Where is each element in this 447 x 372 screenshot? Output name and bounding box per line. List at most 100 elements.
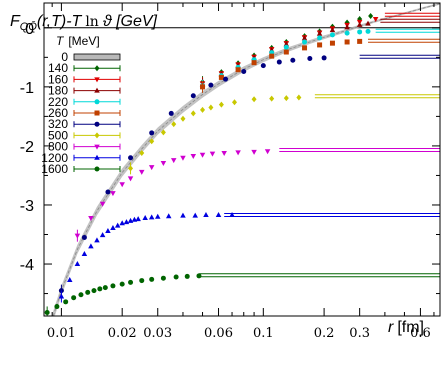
xtick-label-7: 0.6 (410, 326, 431, 341)
point-1600-12 (139, 278, 145, 284)
point-500-7 (200, 106, 206, 113)
point-320-2 (105, 189, 111, 195)
point-1600-0 (44, 309, 50, 315)
plot-area (44, 3, 440, 316)
legend-marker-220 (94, 99, 100, 105)
title-mid: (r,T)-T (37, 13, 83, 30)
title-post: ϑ [GeV] (103, 13, 158, 30)
legend-marker-140 (94, 65, 100, 72)
point-1200-3 (81, 250, 88, 256)
point-1200-9 (114, 222, 121, 228)
series-320 (58, 54, 440, 297)
legend-label-500: 500 (48, 128, 68, 142)
ytick-label-0: 0 (25, 21, 34, 38)
point-1600-4 (78, 292, 84, 298)
point-220-6 (302, 39, 308, 45)
legend-marker-1600 (94, 166, 100, 172)
xtick-label-4: 0.1 (253, 326, 274, 341)
point-320-6 (190, 93, 196, 99)
legend-swatch-0 (73, 53, 121, 61)
series-220 (200, 28, 440, 92)
point-320-14 (321, 55, 327, 61)
point-1200-7 (105, 227, 111, 233)
point-160-11 (372, 16, 379, 22)
point-1600-6 (91, 288, 97, 294)
point-1200-1 (67, 276, 73, 282)
point-260-6 (302, 45, 308, 51)
point-1600-15 (173, 274, 179, 280)
point-1200-4 (88, 243, 94, 249)
point-320-1 (81, 234, 87, 240)
point-800-6 (139, 169, 145, 175)
ytick-label-4: -4 (20, 257, 34, 274)
point-1200-19 (180, 212, 186, 218)
point-800-17 (264, 149, 271, 155)
ytick-label-1: -1 (20, 80, 34, 97)
point-800-12 (199, 152, 206, 158)
point-800-14 (221, 151, 227, 157)
point-140-11 (368, 12, 374, 19)
point-800-0 (74, 233, 81, 239)
point-800-7 (148, 165, 155, 171)
point-1200-22 (215, 212, 222, 218)
point-800-10 (180, 155, 186, 161)
legend-marker-320 (94, 121, 100, 127)
point-1200-11 (123, 219, 130, 225)
point-800-11 (190, 153, 197, 159)
legend-label-220: 220 (48, 95, 68, 109)
point-180-9 (344, 24, 350, 30)
title-ln: ln (85, 14, 99, 30)
point-1600-9 (110, 283, 116, 289)
legend-marker-260 (94, 110, 100, 116)
legend-label-160: 160 (48, 72, 68, 86)
point-1200-21 (203, 212, 209, 218)
point-260-5 (283, 49, 289, 55)
point-180-5 (283, 41, 290, 47)
point-1600-1 (54, 304, 60, 310)
point-260-7 (317, 42, 323, 48)
point-1200-15 (142, 214, 148, 220)
point-260-8 (329, 40, 335, 46)
point-1200-0 (58, 293, 65, 299)
point-500-11 (251, 96, 257, 103)
point-500-5 (180, 115, 186, 122)
point-320-5 (168, 110, 174, 116)
x-axis-label: r [fm] (388, 319, 424, 336)
legend-label-800: 800 (48, 140, 68, 154)
point-1600-5 (85, 289, 91, 295)
legend-label-1600: 1600 (41, 162, 68, 176)
point-180-7 (316, 30, 323, 36)
point-500-0 (128, 165, 134, 172)
point-180-8 (329, 27, 336, 33)
point-800-9 (170, 158, 177, 164)
point-1200-16 (148, 214, 155, 220)
point-260-1 (218, 74, 224, 80)
point-800-15 (235, 150, 241, 156)
point-1600-13 (149, 276, 155, 282)
point-500-4 (171, 121, 177, 128)
point-1200-5 (94, 237, 100, 243)
legend-title: T [MeV] (56, 34, 100, 48)
point-1200-18 (165, 213, 172, 219)
series-160 (199, 12, 440, 90)
point-1200-20 (192, 212, 198, 218)
ytick-label-3: -3 (20, 198, 34, 215)
legend-title-var: T (56, 34, 65, 48)
point-500-1 (139, 150, 145, 157)
point-1600-17 (196, 273, 202, 279)
series-800 (74, 148, 440, 242)
point-260-0 (200, 84, 206, 90)
point-500-6 (190, 110, 196, 117)
point-800-4 (119, 182, 125, 188)
x-axis-var: r (388, 319, 394, 336)
point-320-13 (307, 56, 313, 62)
point-800-13 (209, 151, 216, 157)
point-800-5 (127, 176, 134, 182)
point-220-9 (344, 30, 350, 36)
legend-label-180: 180 (48, 84, 68, 98)
xtick-label-6: 0.3 (349, 326, 370, 341)
axis-layer: 0 -1 -2 -3 -4 0.01 0.02 0.03 0.06 0.1 0.2 0.3 0.6 (20, 2, 441, 341)
point-320-3 (128, 155, 134, 161)
point-260-10 (357, 38, 363, 44)
